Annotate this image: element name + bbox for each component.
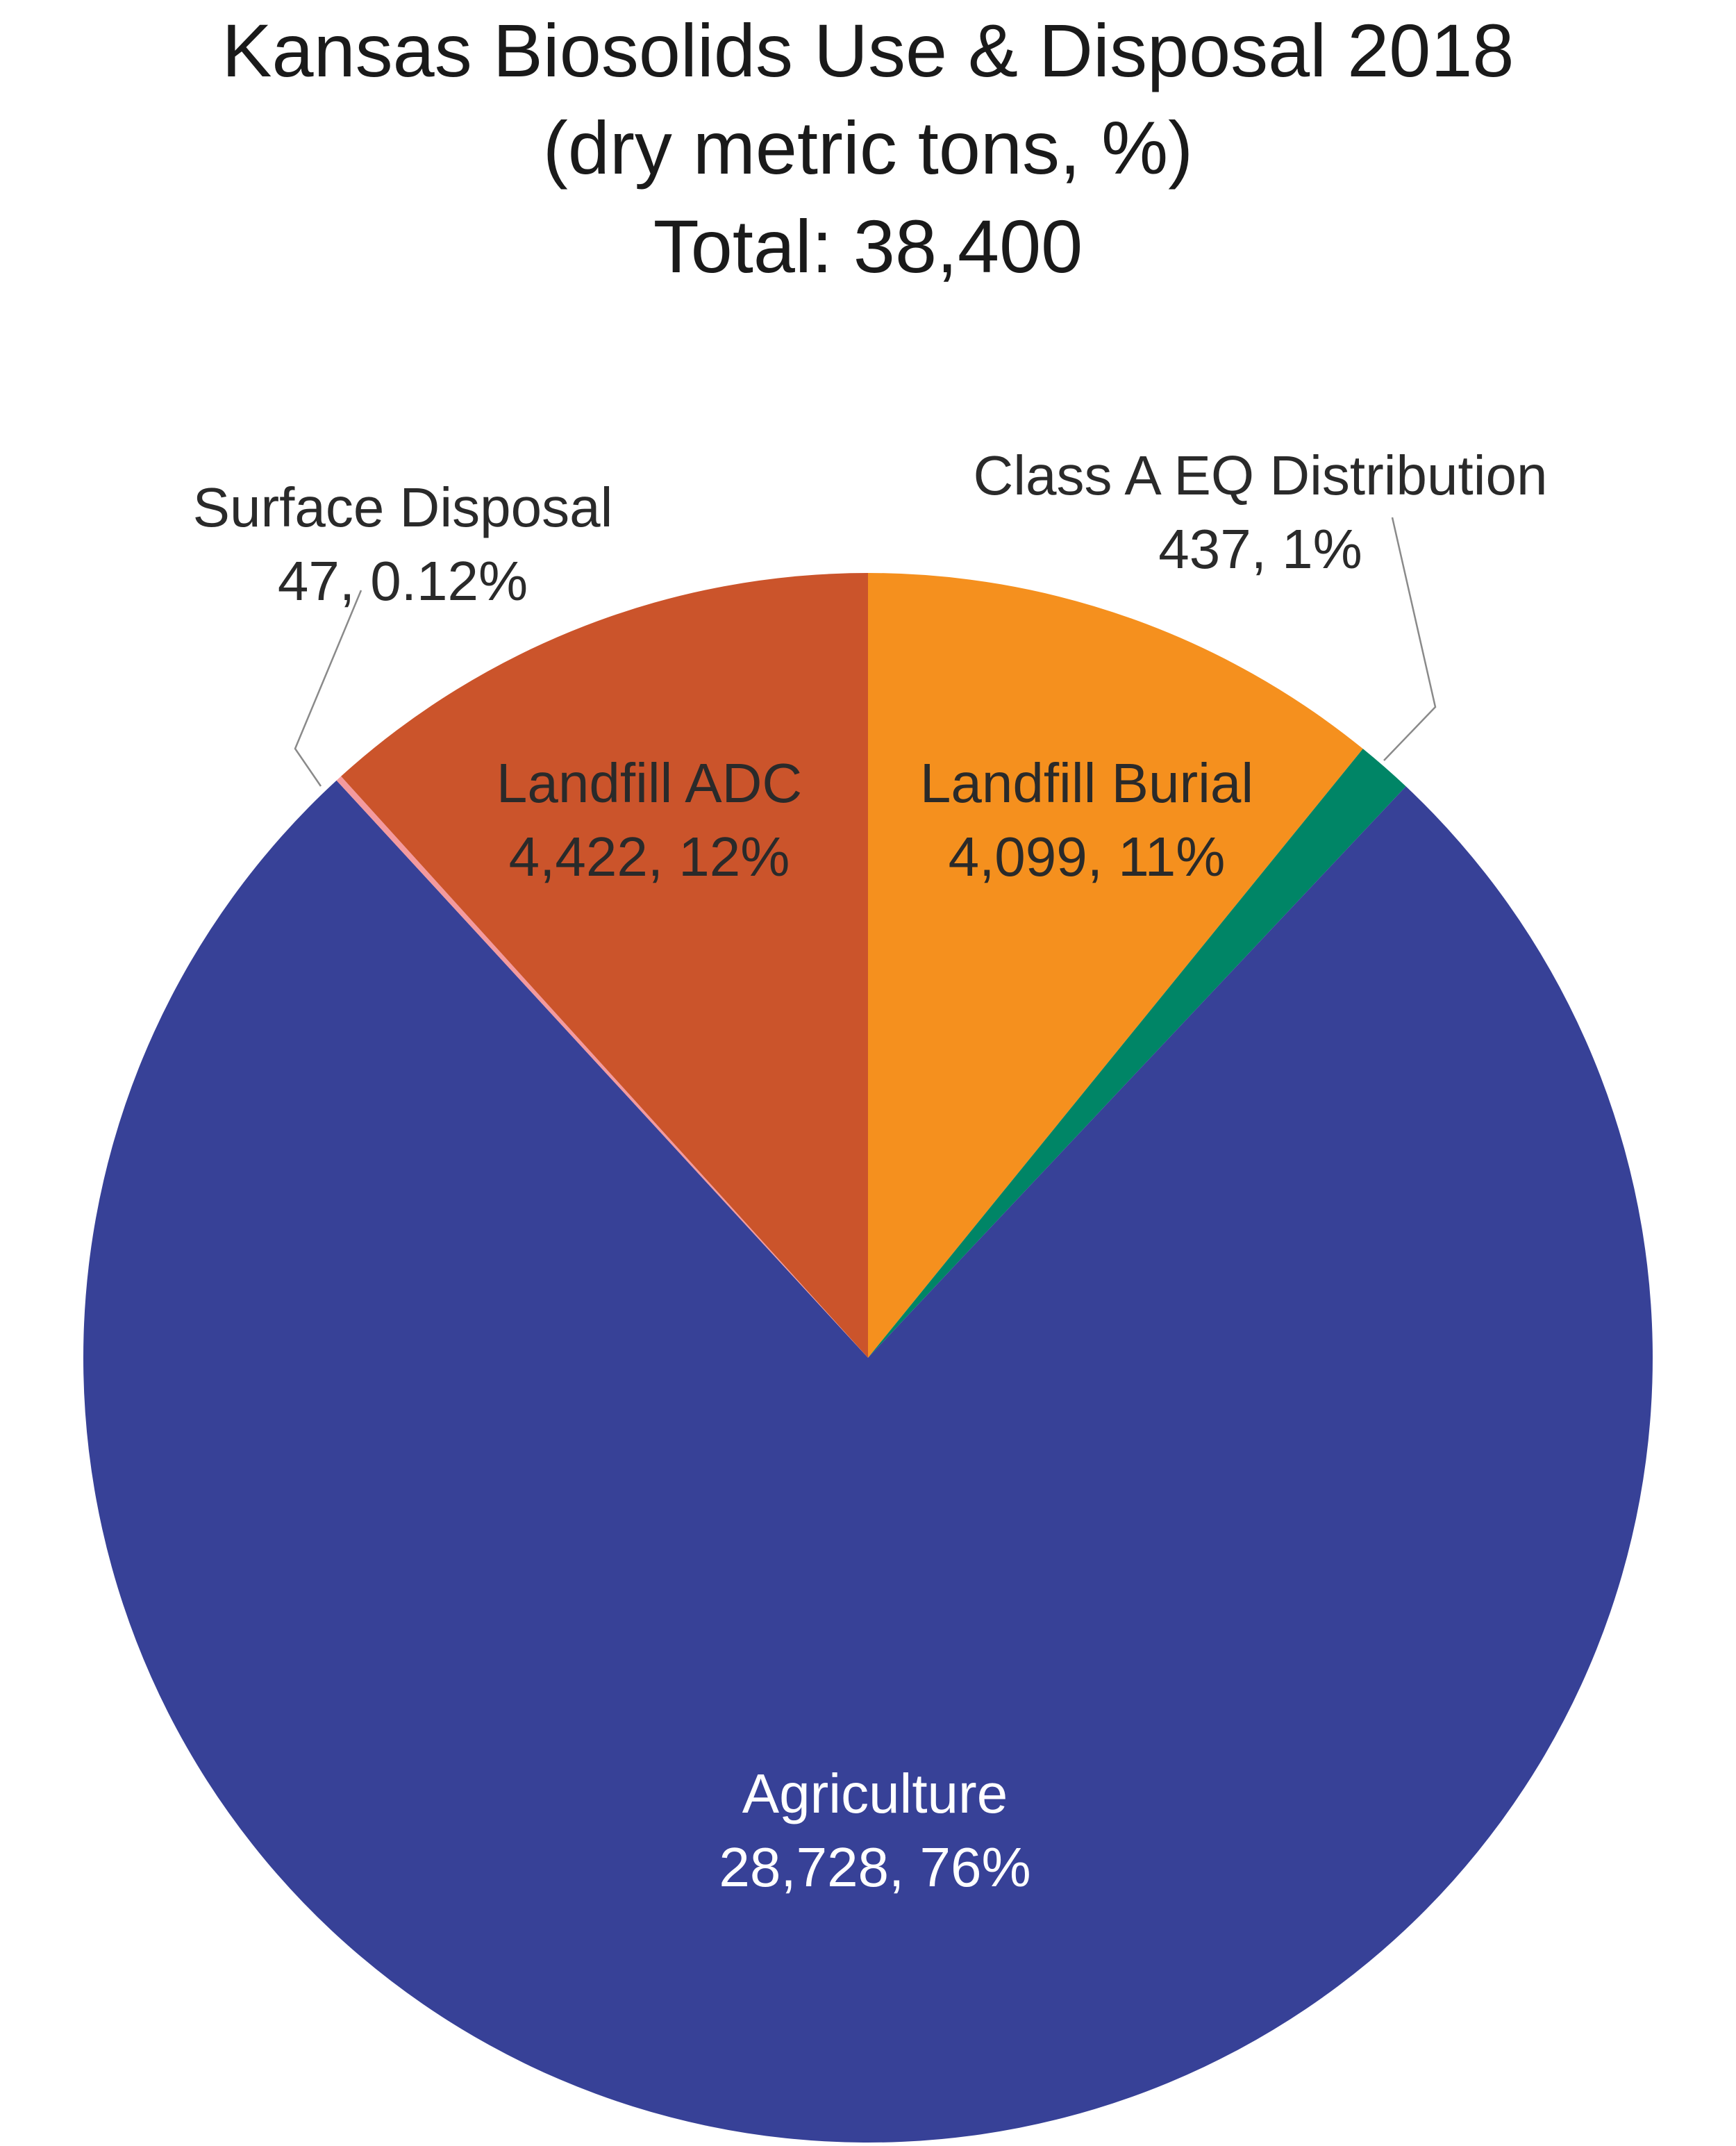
slice-label-class-a-eq-distribution: Class A EQ Distribution 437, 1% bbox=[974, 444, 1548, 580]
slice-label-value: 437, 1% bbox=[1158, 518, 1362, 580]
slice-label-value: 28,728, 76% bbox=[719, 1836, 1030, 1898]
chart-title-line-2: (dry metric tons, %) bbox=[543, 106, 1193, 190]
slice-label-name: Agriculture bbox=[742, 1763, 1008, 1824]
slice-label-value: 47, 0.12% bbox=[278, 550, 528, 612]
pie-slice-agriculture bbox=[83, 780, 1653, 2143]
chart-title-line-1: Kansas Biosolids Use & Disposal 2018 bbox=[222, 8, 1514, 92]
pie-slice-landfill-burial bbox=[868, 573, 1363, 1358]
chart-title-line-3: Total: 38,400 bbox=[653, 204, 1083, 288]
slice-label-agriculture: Agriculture 28,728, 76% bbox=[719, 1763, 1030, 1898]
slice-label-landfill-burial: Landfill Burial 4,099, 11% bbox=[920, 752, 1253, 888]
pie-slice-surface-disposal bbox=[336, 776, 869, 1358]
slice-label-surface-disposal: Surface Disposal 47, 0.12% bbox=[193, 476, 613, 612]
slice-label-landfill-adc: Landfill ADC 4,422, 12% bbox=[496, 752, 802, 888]
pie-slices bbox=[83, 573, 1653, 2143]
callout-line-surface-disposal bbox=[294, 590, 362, 787]
slice-label-name: Surface Disposal bbox=[193, 476, 613, 538]
slice-label-name: Landfill ADC bbox=[496, 752, 802, 814]
callout-line-class-a-eq-distribution bbox=[1383, 517, 1437, 761]
chart-title: Kansas Biosolids Use & Disposal 2018 (dr… bbox=[222, 8, 1514, 288]
pie-slice-landfill-adc bbox=[341, 573, 868, 1358]
label-callout-lines bbox=[294, 517, 1437, 787]
slice-labels: Landfill Burial 4,099, 11% Class A EQ Dist… bbox=[193, 444, 1548, 1898]
slice-label-name: Landfill Burial bbox=[920, 752, 1253, 814]
slice-label-name: Class A EQ Distribution bbox=[974, 444, 1548, 506]
slice-label-value: 4,422, 12% bbox=[509, 826, 790, 888]
pie-slice-class-a-eq-distribution bbox=[868, 749, 1406, 1358]
slice-label-value: 4,099, 11% bbox=[949, 826, 1226, 888]
